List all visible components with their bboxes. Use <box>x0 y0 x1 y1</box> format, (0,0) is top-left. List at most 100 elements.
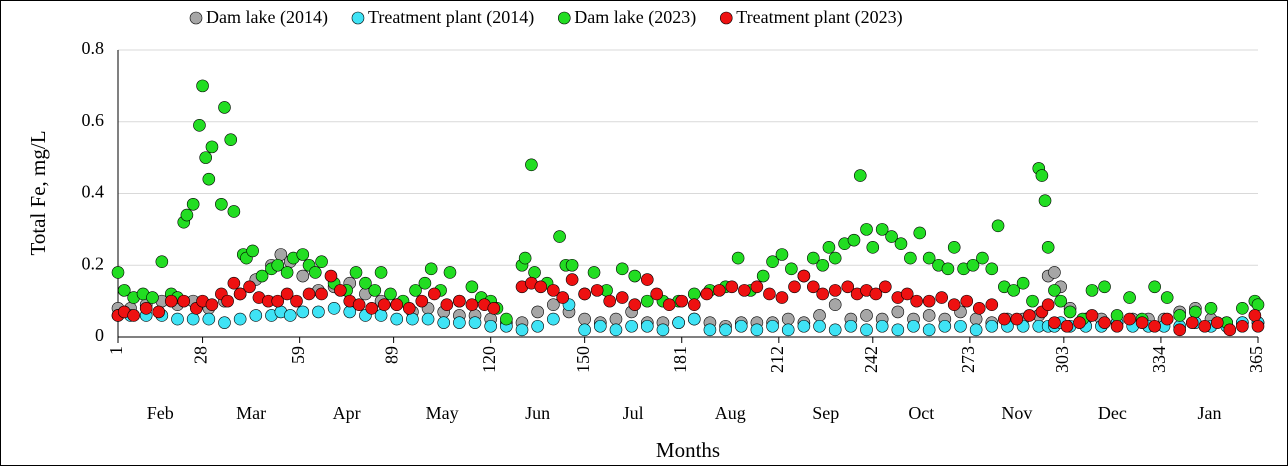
data-point <box>1251 298 1265 312</box>
data-point <box>1041 298 1055 312</box>
data-point <box>1048 284 1061 297</box>
data-point <box>390 298 404 312</box>
month-label: Jul <box>623 403 644 423</box>
data-point <box>763 287 776 301</box>
data-point <box>860 309 873 322</box>
data-point <box>406 312 419 326</box>
data-point <box>547 284 560 297</box>
legend-marker <box>557 11 571 25</box>
data-point <box>866 241 880 254</box>
data-point <box>725 280 739 294</box>
month-label: Sep <box>812 403 839 423</box>
month-label: Oct <box>908 403 934 423</box>
data-point <box>860 223 873 236</box>
data-point <box>947 241 961 254</box>
data-point <box>1060 319 1074 333</box>
data-point <box>164 294 178 308</box>
data-point <box>280 266 294 279</box>
x-tick-label: 150 <box>573 346 593 373</box>
data-point <box>534 280 548 294</box>
data-point <box>734 319 748 333</box>
data-point <box>891 323 905 337</box>
legend-marker <box>351 11 365 25</box>
data-point <box>885 230 898 243</box>
data-point <box>640 294 654 308</box>
data-point <box>177 294 191 308</box>
data-point <box>196 79 209 93</box>
data-point <box>271 294 285 308</box>
month-label: Aug <box>715 403 746 423</box>
data-point <box>860 323 873 337</box>
data-point <box>875 223 889 236</box>
legend-label: Dam lake (2014) <box>206 7 328 28</box>
data-point <box>1185 316 1199 329</box>
data-point <box>847 233 861 247</box>
data-point <box>841 280 855 294</box>
data-point <box>186 312 200 326</box>
data-point <box>1135 316 1149 329</box>
data-point <box>756 269 770 283</box>
data-point <box>813 319 826 333</box>
data-point <box>1007 284 1021 297</box>
data-point <box>487 301 501 315</box>
data-point <box>700 287 714 301</box>
data-point <box>365 301 378 315</box>
legend-marker <box>189 11 203 25</box>
data-point <box>1189 305 1202 319</box>
data-point <box>935 291 948 304</box>
data-point <box>428 287 441 301</box>
data-point <box>662 298 676 312</box>
data-point <box>998 312 1011 326</box>
data-point <box>960 294 974 308</box>
data-point <box>703 323 717 337</box>
data-point <box>969 323 983 337</box>
data-point <box>750 323 764 337</box>
data-point <box>628 269 642 283</box>
legend-label: Treatment plant (2014) <box>368 7 534 28</box>
data-point <box>941 262 955 276</box>
data-point <box>640 319 654 333</box>
x-tick-label: 120 <box>479 346 499 373</box>
data-point <box>985 298 999 312</box>
x-axis-title: Months <box>656 438 720 462</box>
data-point <box>969 312 983 326</box>
month-label: Jun <box>525 403 550 423</box>
data-point <box>221 294 234 308</box>
data-point <box>152 305 166 319</box>
data-point <box>437 316 451 329</box>
data-point <box>991 219 1005 233</box>
data-point <box>1010 312 1024 326</box>
data-point <box>453 316 466 329</box>
data-point <box>424 262 438 276</box>
data-point <box>111 266 125 279</box>
data-point <box>565 273 579 286</box>
data-point <box>1085 284 1099 297</box>
data-point <box>553 230 566 243</box>
data-point <box>315 287 328 301</box>
data-point <box>283 309 297 322</box>
data-point <box>640 273 654 286</box>
y-tick-label: 0.4 <box>82 182 105 202</box>
data-point <box>1123 291 1136 304</box>
data-point <box>687 298 701 312</box>
x-tick-label: 1 <box>106 346 126 355</box>
data-point <box>205 140 219 154</box>
data-point <box>828 284 842 297</box>
data-point <box>296 305 310 319</box>
data-point <box>603 294 617 308</box>
data-point <box>302 287 316 301</box>
data-point <box>315 255 328 268</box>
data-point <box>1248 309 1262 322</box>
data-point <box>193 119 206 132</box>
x-tick-label: 89 <box>382 346 402 364</box>
data-point <box>713 284 726 297</box>
data-point <box>271 258 285 272</box>
data-point <box>547 298 560 312</box>
data-point <box>879 280 892 294</box>
data-point <box>828 323 842 337</box>
data-point <box>246 244 259 258</box>
data-point <box>578 312 591 326</box>
data-point <box>1173 323 1187 337</box>
data-point <box>781 323 795 337</box>
